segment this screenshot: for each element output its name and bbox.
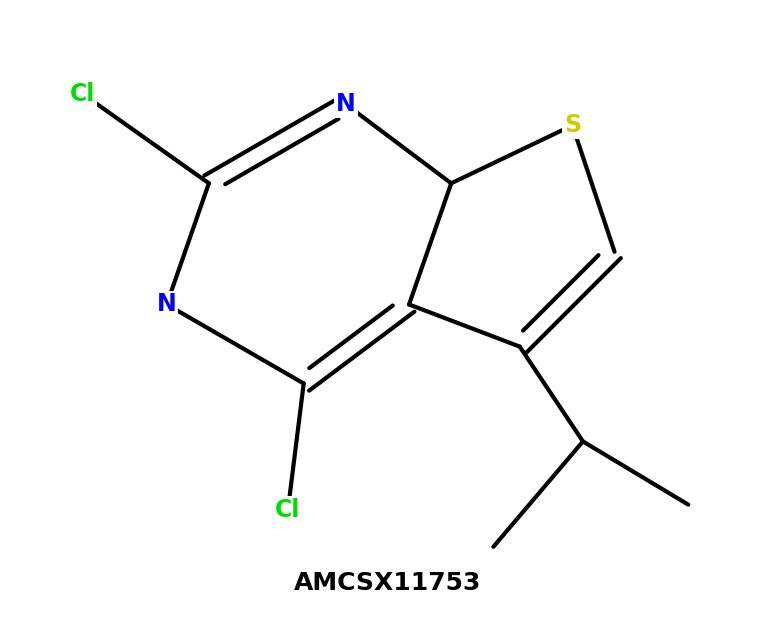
Text: Cl: Cl <box>275 498 300 522</box>
Text: N: N <box>157 292 177 316</box>
Text: S: S <box>564 113 581 137</box>
Text: Cl: Cl <box>70 82 95 106</box>
Text: AMCSX11753: AMCSX11753 <box>294 571 482 595</box>
Text: N: N <box>336 92 355 117</box>
